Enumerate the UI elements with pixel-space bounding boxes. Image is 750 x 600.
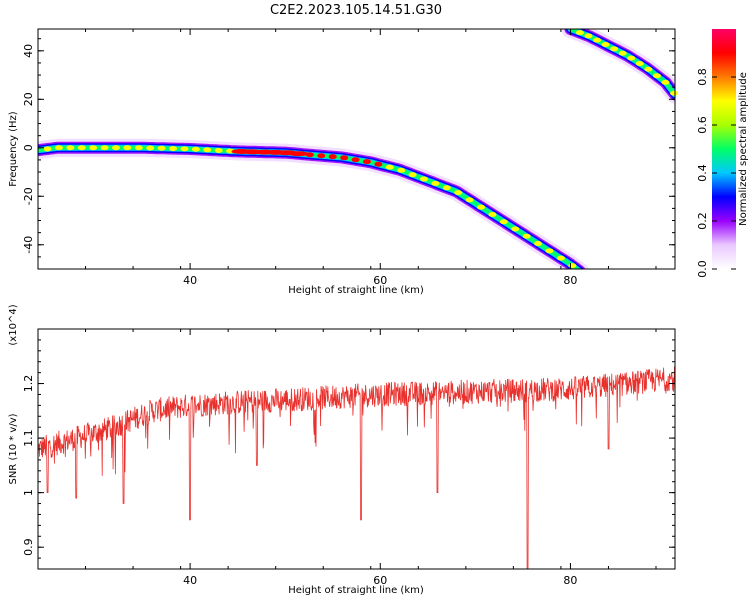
spectrogram-peak (362, 159, 371, 165)
spectrogram-peak (89, 145, 98, 151)
spectrogram-peak (593, 37, 602, 43)
spectrogram-traces (38, 29, 679, 269)
spectrogram-peak (575, 30, 584, 36)
spectrogram-peak (408, 172, 417, 178)
colorbar-gradient (712, 29, 736, 269)
snr-y-label: SNR (10 * v/v) (8, 413, 19, 484)
spectrogram-x-label: Height of straight line (km) (288, 285, 424, 296)
spectrogram-peak (305, 152, 314, 158)
spectrogram-peak (477, 204, 486, 210)
snr-x-tick-label: 60 (373, 574, 387, 587)
snr-x-ticks: 40 60 80 (37, 329, 657, 587)
spectrogram-peak (431, 180, 440, 186)
spectrogram-peak (534, 241, 543, 247)
figure-title: C2E2.2023.105.14.51.G30 (270, 3, 442, 18)
spectrogram-peak (43, 146, 52, 152)
spectrogram-peak (442, 185, 451, 191)
spectrogram-peak (374, 161, 383, 167)
spectrogram-x-tick-label: 80 (563, 274, 577, 287)
spectrogram-peak (169, 146, 178, 152)
spectrogram-y-tick-label: 40 (22, 44, 35, 58)
spectrogram-peak (180, 146, 189, 152)
spectrogram-peak (610, 46, 619, 52)
colorbar-tick-label: 0.4 (696, 164, 709, 182)
spectrogram-peak (203, 147, 212, 153)
snr-panel: 40 60 80 0.9 1 1.1 1.2 Height of straight lin… (8, 304, 676, 596)
spectrogram-y-tick-label: -40 (22, 236, 35, 254)
spectrogram-peak (77, 145, 86, 151)
spectrogram-y-tick-label: 20 (22, 92, 35, 106)
spectrogram-y-tick-label: 0 (22, 144, 35, 151)
spectrogram-peak (54, 145, 63, 151)
spectrogram-peak (522, 233, 531, 239)
colorbar-tick-label: 0.2 (696, 212, 709, 230)
spectrogram-peak (511, 226, 520, 232)
spectrogram-peak (670, 90, 679, 96)
snr-y-tick-label: 1.1 (22, 429, 35, 447)
spectrogram-peak (644, 66, 653, 72)
snr-x-tick-label: 80 (563, 574, 577, 587)
spectrogram-peak (214, 147, 223, 153)
snr-scale-label: (x10^4) (8, 304, 19, 345)
snr-y-tick-label: 1.2 (22, 375, 35, 393)
spectrogram-peak (465, 197, 474, 203)
spectrogram-peak (397, 167, 406, 173)
spectrogram-peak (661, 79, 670, 85)
spectrogram-y-tick-label: -20 (22, 187, 35, 205)
spectrogram-peak (111, 145, 120, 151)
colorbar-tick-label: 0.8 (696, 68, 709, 86)
spectrogram-peak (146, 145, 155, 151)
colorbar-tick-label: 0.6 (696, 116, 709, 134)
spectrogram-peak (601, 42, 610, 48)
spectrogram-x-tick-label: 40 (183, 274, 197, 287)
spectrogram-peak (499, 219, 508, 225)
spectrogram-x-tick-label: 60 (373, 274, 387, 287)
spectrogram-peak (545, 248, 554, 254)
colorbar-ticks: 0.0 0.2 0.4 0.6 0.8 (696, 68, 736, 278)
spectrogram-peak (635, 61, 644, 67)
spectrogram-peak (191, 146, 200, 152)
snr-plot-area (38, 329, 675, 569)
spectrogram-y-ticks: 40 20 0 -20 -40 (22, 38, 675, 270)
spectrogram-peak (488, 211, 497, 217)
spectrogram-peak (385, 164, 394, 170)
spectrogram-y-label: Frequency (Hz) (8, 111, 19, 187)
spectrogram-peak (351, 157, 360, 163)
snr-y-ticks: 0.9 1 1.1 1.2 (22, 328, 675, 570)
snr-series (37, 366, 676, 570)
spectrogram-peak (340, 155, 349, 161)
spectrogram-peak (627, 55, 636, 61)
spectrogram-peak (134, 145, 143, 151)
colorbar-tick-label: 0.0 (696, 260, 709, 278)
spectrogram-x-ticks: 40 60 80 (37, 29, 657, 287)
spectrogram-peak (584, 33, 593, 39)
snr-line-path (37, 366, 676, 570)
snr-y-tick-label: 1 (22, 489, 35, 496)
snr-x-label: Height of straight line (km) (288, 585, 424, 596)
spectrogram-peak (556, 255, 565, 261)
snr-x-tick-label: 40 (183, 574, 197, 587)
colorbar-label: Normalized spectral amplitude (738, 72, 749, 226)
spectrogram-peak (328, 154, 337, 160)
spectrogram-panel: 40 60 80 40 20 0 -20 -40 Height of straight li… (8, 28, 679, 296)
snr-y-tick-label: 0.9 (22, 538, 35, 556)
spectrogram-peak (568, 263, 577, 269)
spectrogram-frame (37, 28, 676, 270)
spectrogram-peak (66, 145, 75, 151)
spectrogram-peak (618, 50, 627, 56)
colorbar: 0.0 0.2 0.4 0.6 0.8 Normalized spectral ampl… (696, 29, 749, 278)
spectrogram-peak (652, 73, 661, 79)
spectrogram-peak (100, 145, 109, 151)
spectrogram-peak (288, 151, 309, 157)
spectrogram-peak (123, 145, 132, 151)
spectrogram-peak (157, 145, 166, 151)
spectrogram-peak (420, 176, 429, 182)
spectrogram-peak (317, 153, 326, 159)
spectrogram-peak (454, 190, 463, 196)
